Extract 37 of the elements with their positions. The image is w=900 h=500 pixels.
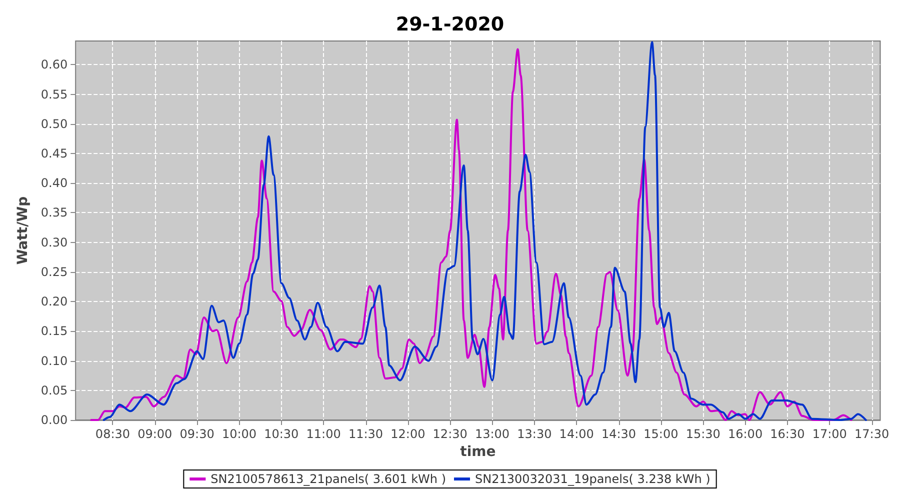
x-tick-label: 13:00 xyxy=(474,427,510,441)
y-tick-label: 0.35 xyxy=(40,206,68,220)
chart-title: 29-1-2020 xyxy=(396,14,504,36)
y-tick-label: 0.15 xyxy=(40,324,68,338)
y-tick-label: 0.55 xyxy=(40,87,68,102)
y-tick-label: 0.60 xyxy=(40,58,68,72)
y-tick-label: 0.40 xyxy=(40,176,68,190)
x-tick-label: 14:30 xyxy=(601,427,636,441)
x-tick-label: 09:30 xyxy=(180,427,214,441)
y-axis-title: Watt/Wp xyxy=(15,196,31,265)
x-tick-label: 09:00 xyxy=(138,427,172,441)
y-tick-label: 0.00 xyxy=(40,413,68,427)
y-tick-label: 0.10 xyxy=(40,354,68,368)
x-tick-label: 11:00 xyxy=(306,427,341,441)
x-tick-label: 10:00 xyxy=(222,427,257,441)
x-tick-label: 12:00 xyxy=(390,427,426,441)
x-tick-label: 14:00 xyxy=(559,427,594,441)
x-tick-label: 10:30 xyxy=(264,427,299,441)
x-tick-label: 08:30 xyxy=(95,427,130,441)
x-tick-label: 15:30 xyxy=(686,427,720,441)
x-tick-label: 13:30 xyxy=(517,427,552,441)
y-tick-label: 0.20 xyxy=(40,294,68,309)
x-tick-label: 17:30 xyxy=(854,427,890,441)
x-tick-label: 16:30 xyxy=(770,427,805,441)
y-tick-label: 0.30 xyxy=(40,235,68,250)
y-tick-label: 0.25 xyxy=(40,264,68,279)
y-tick-label: 0.45 xyxy=(40,146,68,161)
x-tick-label: 16:00 xyxy=(728,427,763,441)
x-tick-label: 15:00 xyxy=(644,427,678,441)
legend-label: SN2130032031_19panels( 3.238 kWh ) xyxy=(475,472,710,486)
legend-label: SN2100578613_21panels( 3.601 kWh ) xyxy=(210,472,446,486)
x-tick-label: 11:30 xyxy=(348,427,384,441)
y-tick-label: 0.05 xyxy=(40,383,68,398)
x-axis-title: time xyxy=(460,444,496,460)
x-tick-label: 12:30 xyxy=(432,427,468,441)
y-tick-label: 0.50 xyxy=(40,116,68,131)
x-tick-label: 17:00 xyxy=(812,427,847,441)
